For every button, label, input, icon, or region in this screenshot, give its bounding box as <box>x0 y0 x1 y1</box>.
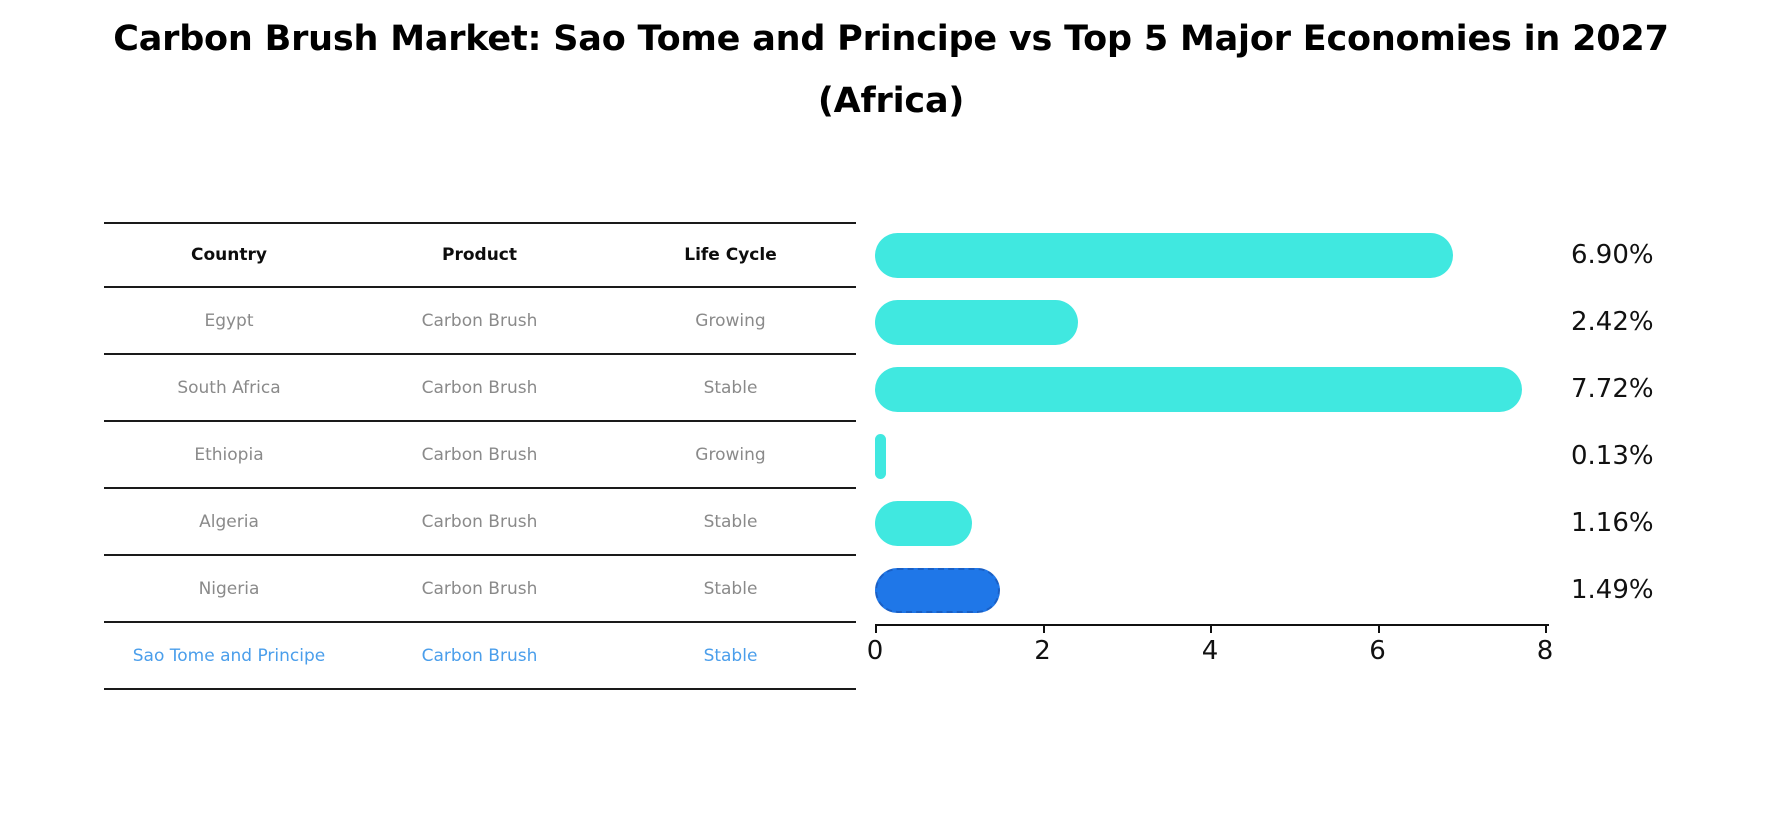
bar-row: 2.42% <box>875 289 1654 356</box>
bar-value-label: 0.13% <box>1571 441 1654 471</box>
table-cell-country: Nigeria <box>104 555 354 623</box>
x-axis-tick-label: 0 <box>866 636 884 666</box>
x-axis-tick <box>1210 624 1212 633</box>
x-axis-tick-label: 8 <box>1536 636 1554 666</box>
table-cell-product: Carbon Brush <box>354 421 605 489</box>
chart-title-line-1: Carbon Brush Market: Sao Tome and Princi… <box>113 19 1669 59</box>
table-cell-life-cycle: Growing <box>605 287 856 355</box>
table-row: Ethiopia Carbon Brush Growing <box>104 421 856 489</box>
x-axis-line <box>875 624 1549 626</box>
bar <box>875 501 973 546</box>
table-cell-country: Egypt <box>104 287 354 355</box>
column-header-life-cycle: Life Cycle <box>605 222 856 288</box>
bar-value-label: 6.90% <box>1571 240 1654 270</box>
bar-row: 1.16% <box>875 490 1654 557</box>
x-axis-tick-label: 2 <box>1034 636 1051 666</box>
table-cell-product: Carbon Brush <box>354 287 605 355</box>
x-axis-tick <box>1042 624 1045 633</box>
x-axis-tick <box>875 624 877 633</box>
table-cell-product: Carbon Brush <box>354 622 605 690</box>
column-header-country: Country <box>104 222 354 288</box>
table-row: Algeria Carbon Brush Stable <box>104 488 856 556</box>
bar-highlighted <box>875 568 1000 613</box>
bar-row: 6.90% <box>875 222 1654 289</box>
chart-title: Carbon Brush Market: Sao Tome and Princi… <box>0 8 1782 132</box>
table-row: South Africa Carbon Brush Stable <box>104 354 856 422</box>
table-cell-country: Sao Tome and Principe <box>104 622 354 690</box>
x-axis-tick-label: 6 <box>1369 636 1386 666</box>
country-table: Country Product Life Cycle Egypt Carbon B… <box>104 222 856 690</box>
table-cell-life-cycle: Stable <box>605 555 856 623</box>
bar-value-label: 1.16% <box>1571 508 1654 538</box>
table-cell-country: South Africa <box>104 354 354 422</box>
table-row: Sao Tome and Principe Carbon Brush Stable <box>104 622 856 690</box>
bar-row: 1.49% <box>875 557 1654 624</box>
bar-row: 7.72% <box>875 356 1654 423</box>
bar <box>875 434 886 479</box>
bar <box>875 300 1078 345</box>
table-row: Egypt Carbon Brush Growing <box>104 287 856 355</box>
table-cell-product: Carbon Brush <box>354 354 605 422</box>
bar-row: 0.13% <box>875 423 1654 490</box>
bar-value-label: 2.42% <box>1571 307 1654 337</box>
table-cell-country: Algeria <box>104 488 354 556</box>
bar-chart: 6.90% 2.42% 7.72% 0.13% 1.16% 1.49% 0 2 4 6 8 <box>867 222 1654 666</box>
bar-chart-plot: 6.90% 2.42% 7.72% 0.13% 1.16% 1.49% <box>875 222 1654 624</box>
table-cell-product: Carbon Brush <box>354 488 605 556</box>
x-axis-tick-label: 4 <box>1201 636 1219 666</box>
table-row: Nigeria Carbon Brush Stable <box>104 555 856 623</box>
table-header-row: Country Product Life Cycle <box>104 222 856 288</box>
table-cell-life-cycle: Stable <box>605 622 856 690</box>
column-header-product: Product <box>354 222 605 288</box>
table-cell-product: Carbon Brush <box>354 555 605 623</box>
table-cell-country: Ethiopia <box>104 421 354 489</box>
table-cell-life-cycle: Stable <box>605 488 856 556</box>
x-axis-tick <box>1545 624 1547 633</box>
bar-value-label: 1.49% <box>1571 575 1654 605</box>
table-cell-life-cycle: Growing <box>605 421 856 489</box>
bar <box>875 233 1453 278</box>
chart-title-line-2: (Africa) <box>817 81 965 121</box>
bar-value-label: 7.72% <box>1571 374 1654 404</box>
x-axis: 0 2 4 6 8 <box>867 624 1553 684</box>
table-cell-life-cycle: Stable <box>605 354 856 422</box>
x-axis-tick <box>1377 624 1380 633</box>
bar <box>875 367 1522 412</box>
